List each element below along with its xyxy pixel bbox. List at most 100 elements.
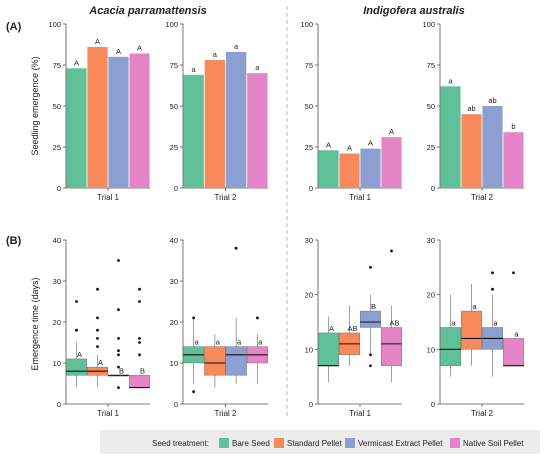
bar-letter-label: A [368,139,373,148]
x-axis-label: Trial 2 [215,409,237,418]
box-letter-label: a [514,329,519,338]
legend-label-native-soil: Native Soil Pellet [463,439,524,448]
outlier-point [138,341,141,344]
x-axis-label: Trial 1 [97,193,119,202]
outlier-point [192,390,196,394]
chart-B-2: 0 10 20 30 40 Trial 2 a a a a [170,236,268,418]
y-tick-label: 75 [427,61,435,70]
y-tick-label: 40 [170,236,178,245]
panel-a-label: (A) [6,21,22,33]
x-axis-label: Trial 1 [97,409,119,418]
box-letter-label: A [98,358,103,367]
box-letter-label: a [216,338,221,347]
box-letter-label: A [329,324,334,333]
y-tick-label: 20 [170,318,178,327]
bar-letter-label: A [95,37,100,46]
y-tick-label: 50 [170,102,178,111]
x-axis-label: Trial 1 [349,409,371,418]
y-tick-label: 0 [57,184,61,193]
y-tick-label: 10 [305,345,313,354]
x-axis-label: Trial 2 [471,193,493,202]
legend-swatch-native-soil [450,438,460,448]
legend-label-vermicast: Vermicast Extract Pellet [358,439,443,448]
chart-B-1: 0 10 20 30 40 Trial 1 A A B B [53,236,150,418]
bar-4 [129,53,150,188]
chart-B-3: 0 10 20 30 Trial 1 A AB B AB [305,236,402,418]
legend-title: Seed treatment: [152,439,209,448]
panel-b-label: (B) [6,235,22,247]
y-tick-label: 30 [305,236,313,245]
outlier-point [192,316,196,320]
bar-letter-label: A [74,58,79,67]
outlier-point [390,249,393,253]
outlier-point [96,345,99,348]
bar-letter-label: a [192,65,197,74]
y-tick-label: 0 [431,400,435,409]
y-tick-label: 0 [431,184,435,193]
box-2 [461,310,482,350]
outlier-point [75,300,78,303]
y-tick-label: 25 [305,143,313,152]
bar-letter-label: ab [467,104,475,113]
outlier-point [117,365,120,369]
y-tick-label: 50 [53,102,61,111]
y-tick-label: 25 [53,143,61,152]
box-2 [204,346,226,376]
outlier-point [491,271,494,275]
y-tick-label: 10 [427,345,435,354]
y-tick-label: 25 [427,143,435,152]
legend-label-standard-pellet: Standard Pellet [287,439,342,448]
outlier-point [491,287,494,291]
y-tick-label: 75 [53,61,61,70]
bar-4 [381,137,402,188]
panel-a-y-label: Seedling emergence (%) [30,56,40,155]
y-tick-label: 0 [57,400,61,409]
y-tick-label: 100 [422,20,435,29]
y-tick-label: 30 [427,236,435,245]
bar-4 [503,132,524,188]
outlier-point [138,337,141,340]
bar-letter-label: a [255,63,260,72]
outlier-point [138,300,141,303]
box-letter-label: a [493,318,498,327]
bar-letter-label: A [389,127,394,136]
bar-1 [183,74,204,188]
bar-letter-label: a [448,76,453,85]
y-tick-label: 20 [427,291,435,300]
bar-letter-label: ab [488,96,496,105]
box-1 [440,327,461,366]
y-tick-label: 0 [309,400,313,409]
outlier-point [117,349,120,353]
legend-label-bare-seed: Bare Seed [232,439,270,448]
box-letter-label: a [258,338,263,347]
y-tick-label: 10 [170,359,178,368]
outlier-point [369,265,372,269]
bar-2 [339,153,360,188]
y-tick-label: 30 [170,277,178,286]
x-axis-label: Trial 2 [471,409,493,418]
outlier-point [96,328,99,332]
outlier-point [117,386,120,389]
bar-letter-label: b [511,122,515,131]
box-letter-label: A [77,350,82,359]
bar-3 [225,51,247,188]
legend-swatch-standard-pellet [274,438,284,448]
y-tick-label: 100 [300,20,313,29]
box-1 [318,332,339,366]
outlier-point [96,337,99,340]
outlier-point [369,364,372,368]
outlier-point [512,271,515,275]
outlier-point [234,246,238,250]
outlier-point [96,287,99,291]
bar-2 [461,114,482,188]
bar-3 [108,56,129,188]
outlier-point [138,287,141,291]
box-letter-label: AB [347,324,357,333]
outlier-point [369,353,372,357]
y-tick-label: 0 [174,184,178,193]
y-tick-label: 100 [165,20,178,29]
y-tick-label: 20 [53,318,61,327]
box-4 [129,375,150,388]
box-letter-label: a [451,318,456,327]
